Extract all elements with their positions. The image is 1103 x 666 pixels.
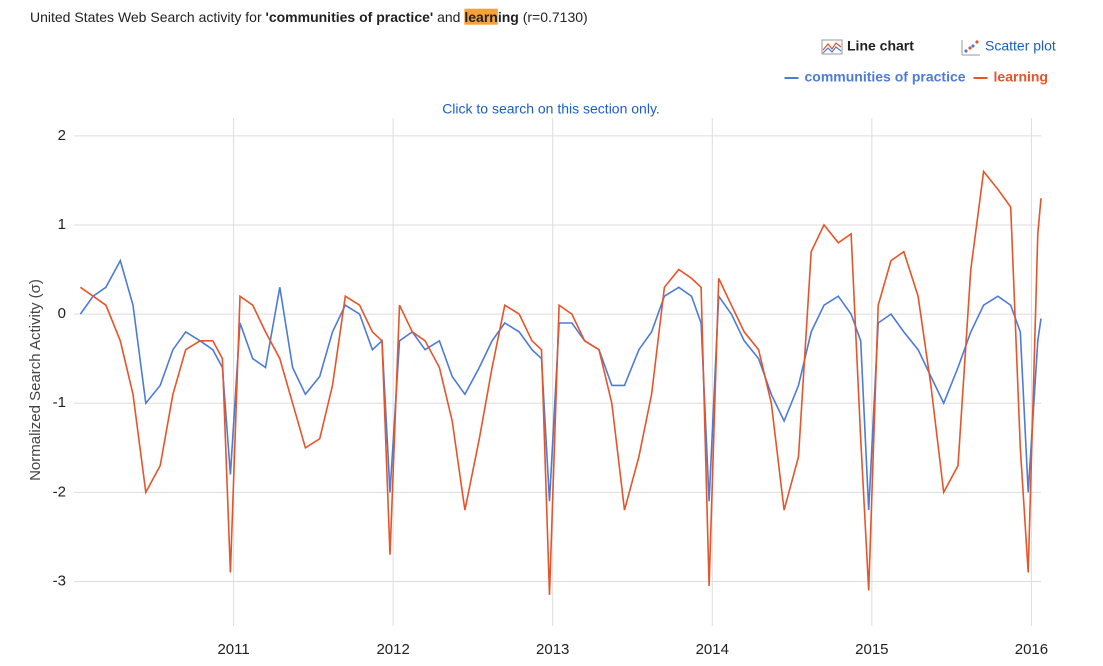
title-part: ing xyxy=(498,9,519,25)
y-tick-label: 1 xyxy=(58,216,66,233)
title-part: and xyxy=(433,9,464,25)
y-tick-label: 0 xyxy=(58,305,66,322)
series-line xyxy=(79,169,1042,595)
y-tick-label: 2 xyxy=(58,127,66,144)
x-tick-label: 2015 xyxy=(855,641,888,658)
title-part: (r=0.7130) xyxy=(519,9,588,25)
x-tick-label: 2012 xyxy=(376,641,409,658)
title-part: 'communities of practice' xyxy=(266,9,434,25)
y-tick-label: -2 xyxy=(53,483,66,500)
scatter-plot-option[interactable]: Scatter plot xyxy=(985,38,1056,54)
highlight xyxy=(464,8,498,25)
legend-label: learning xyxy=(994,69,1048,85)
x-tick-label: 2011 xyxy=(217,641,249,658)
x-tick-label: 2016 xyxy=(1015,641,1048,658)
title: United States Web Search activity for 'c… xyxy=(30,9,588,25)
line-chart-option[interactable]: Line chart xyxy=(847,38,914,54)
line-chart-icon xyxy=(821,39,843,55)
legend-label: communities of practice xyxy=(804,69,965,85)
y-tick-label: -1 xyxy=(53,394,66,411)
y-axis-label: Normalized Search Activity (σ) xyxy=(27,279,44,481)
series-line xyxy=(79,258,1042,511)
x-tick-label: 2013 xyxy=(536,641,569,658)
y-tick-label: -3 xyxy=(53,572,66,589)
title-part: learn xyxy=(464,9,497,25)
section-note[interactable]: Click to search on this section only. xyxy=(442,101,660,117)
scatter-plot-icon xyxy=(961,40,980,56)
x-tick-label: 2014 xyxy=(696,641,729,658)
title-part: United States Web Search activity for xyxy=(30,9,266,25)
